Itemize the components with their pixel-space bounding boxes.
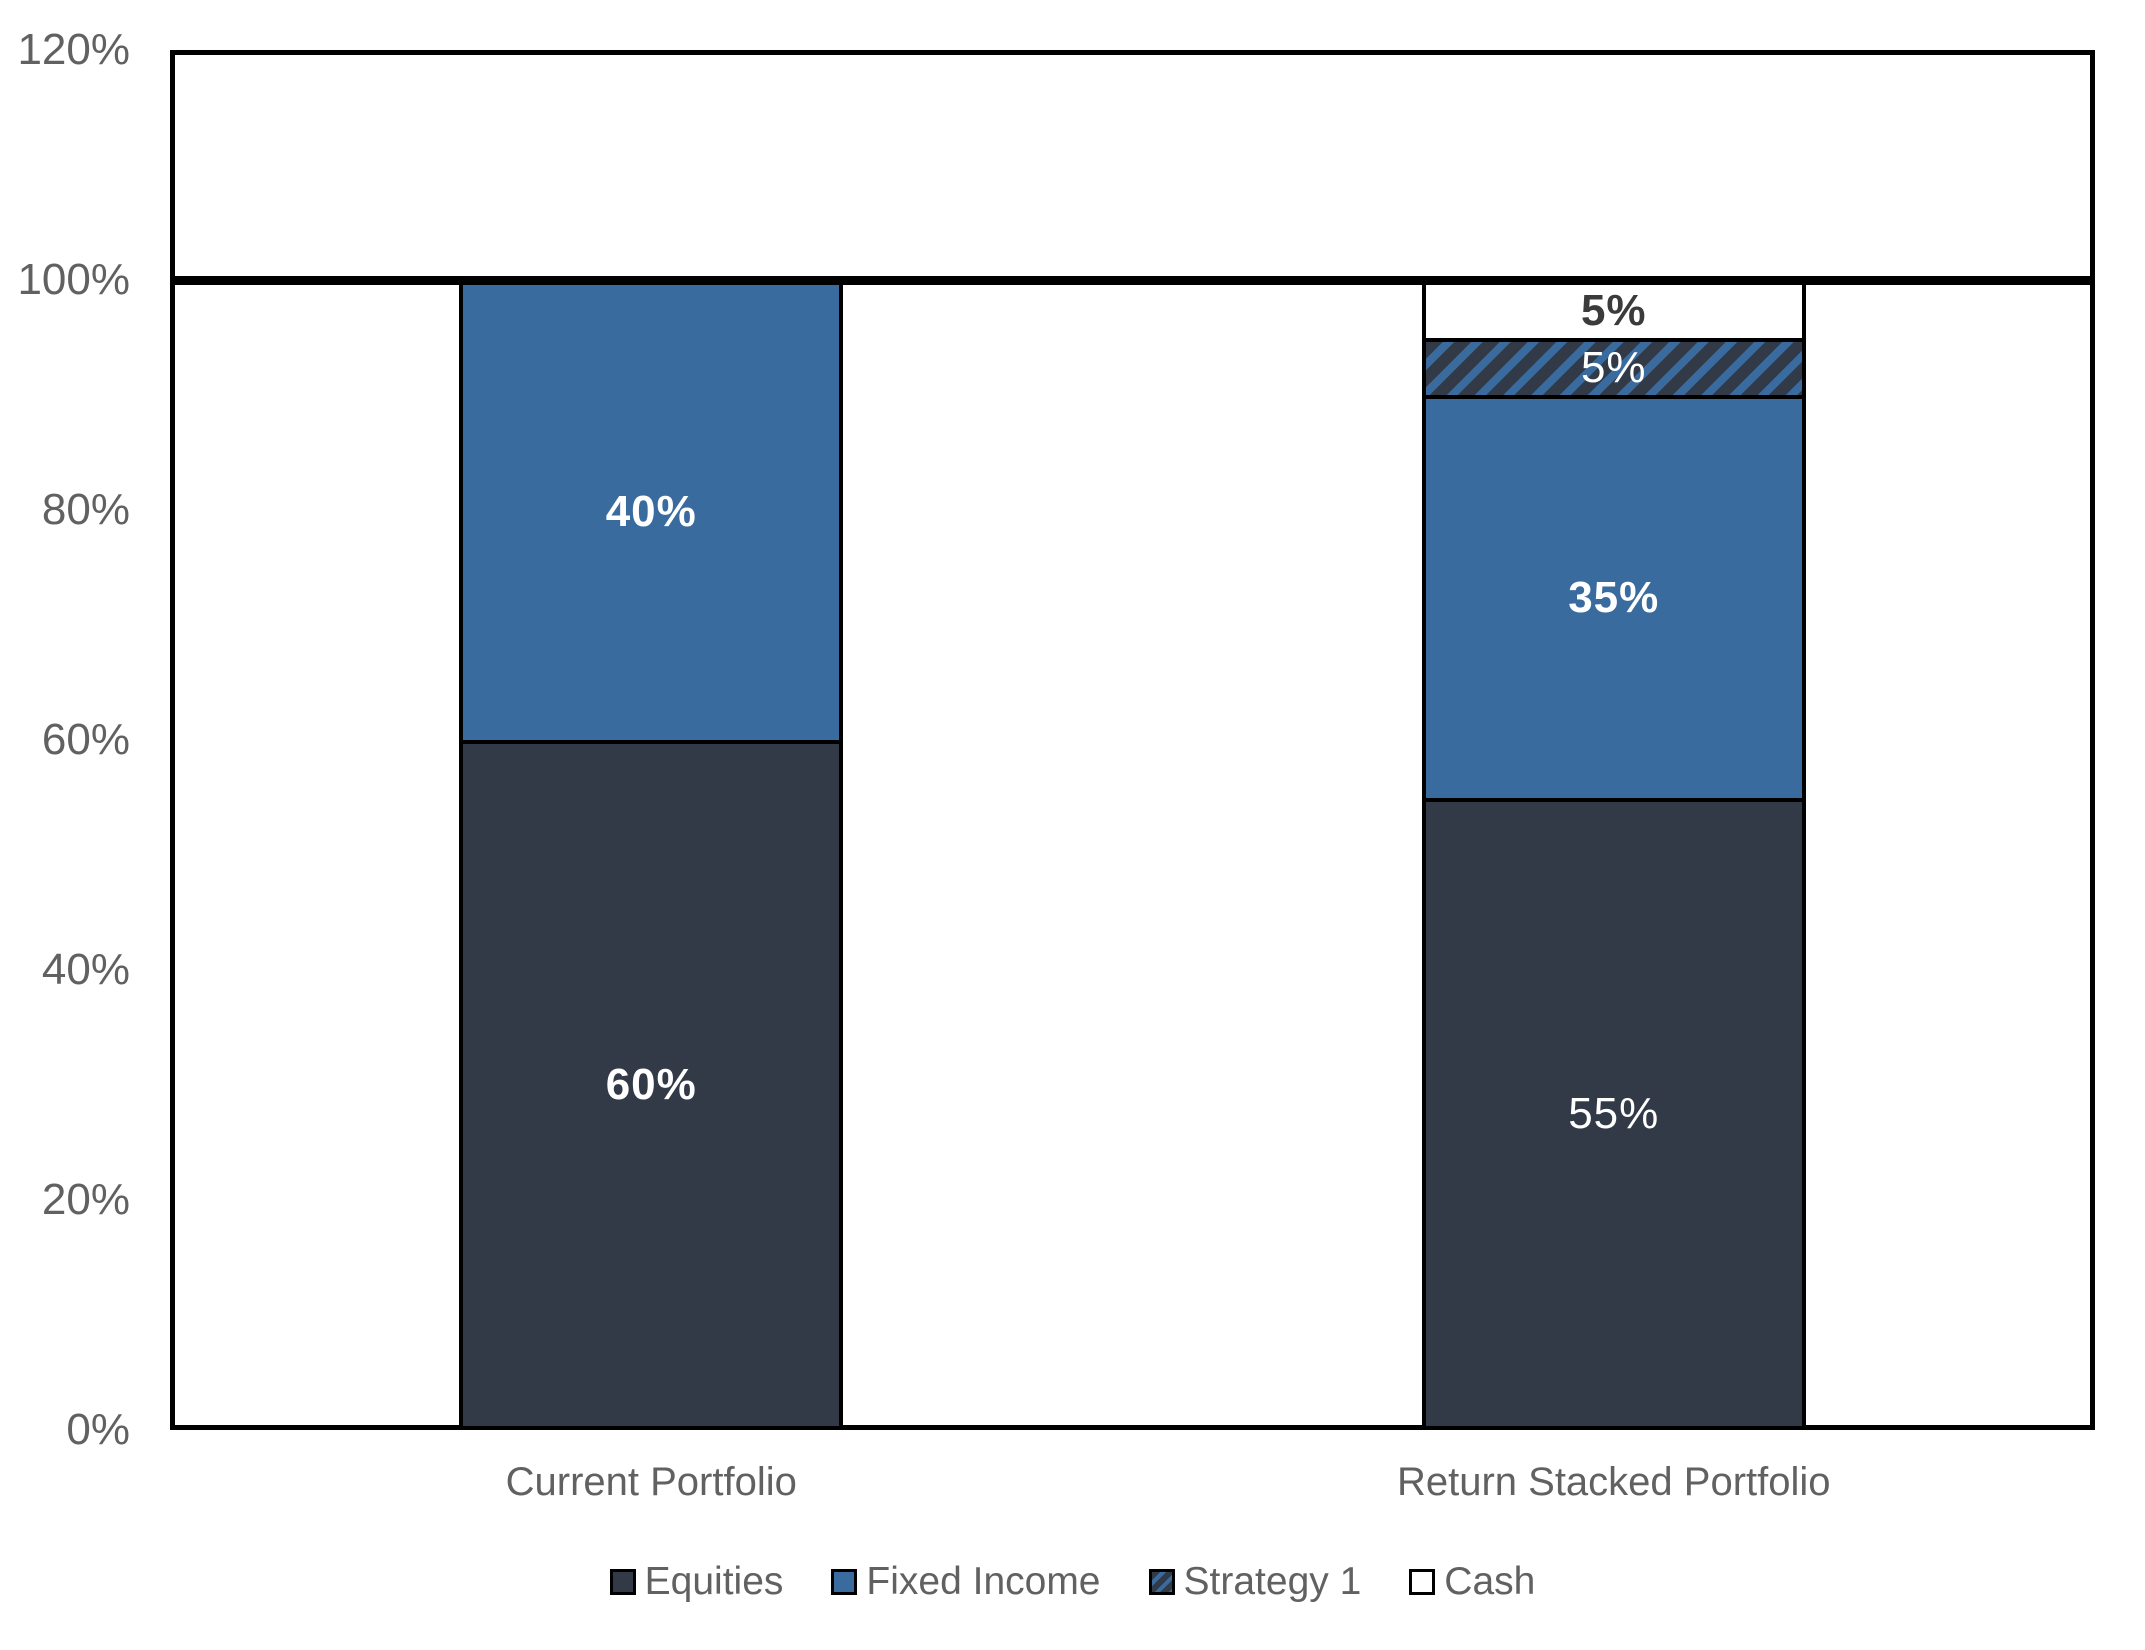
bar-segment-cash: 5%	[1421, 280, 1806, 342]
y-axis-tick-label: 80%	[41, 485, 130, 534]
category-label: Current Portfolio	[505, 1460, 797, 1504]
legend-item-cash: Cash	[1409, 1560, 1535, 1604]
legend-swatch-equities	[609, 1569, 636, 1595]
legend-swatch-strategy-1	[1148, 1569, 1175, 1595]
bar-segment-equities: 55%	[1421, 797, 1806, 1430]
legend-item-fixed-income: Fixed Income	[831, 1560, 1101, 1604]
bar-segment-label: 60%	[605, 1060, 697, 1109]
bar-segment-label: 40%	[605, 487, 697, 536]
bar-segment-equities: 60%	[459, 740, 844, 1430]
y-axis-tick-label: 120%	[17, 25, 130, 74]
bar-segment-strategy-1: 5%	[1421, 337, 1806, 399]
legend-item-equities: Equities	[609, 1560, 784, 1604]
category-label: Return Stacked Portfolio	[1396, 1460, 1831, 1504]
legend-item-strategy-1: Strategy 1	[1148, 1560, 1362, 1604]
bar-segment-label: 35%	[1568, 573, 1660, 623]
bar-segment-label: 5%	[1580, 285, 1647, 335]
legend: Equities Fixed Income Strategy 1 Cash	[0, 1560, 2145, 1604]
legend-label: Strategy 1	[1183, 1560, 1362, 1603]
bar-segment-fixed-income: 40%	[459, 280, 844, 744]
y-axis-tick-label: 20%	[41, 1175, 130, 1224]
legend-label: Cash	[1444, 1560, 1536, 1603]
y-axis-tick-label: 60%	[41, 715, 130, 764]
bar-segment-label: 5%	[1580, 343, 1647, 393]
bar-segment-fixed-income: 35%	[1421, 395, 1806, 802]
y-axis-tick-label: 100%	[17, 255, 130, 304]
legend-label: Fixed Income	[866, 1560, 1101, 1603]
y-axis-tick-label: 0%	[66, 1405, 130, 1454]
y-axis-tick-label: 40%	[41, 945, 130, 994]
legend-swatch-fixed-income	[831, 1569, 858, 1595]
bar-segment-label: 55%	[1568, 1088, 1660, 1138]
reference-line-100pct	[170, 275, 2095, 285]
legend-swatch-cash	[1409, 1569, 1436, 1595]
legend-label: Equities	[644, 1560, 784, 1603]
